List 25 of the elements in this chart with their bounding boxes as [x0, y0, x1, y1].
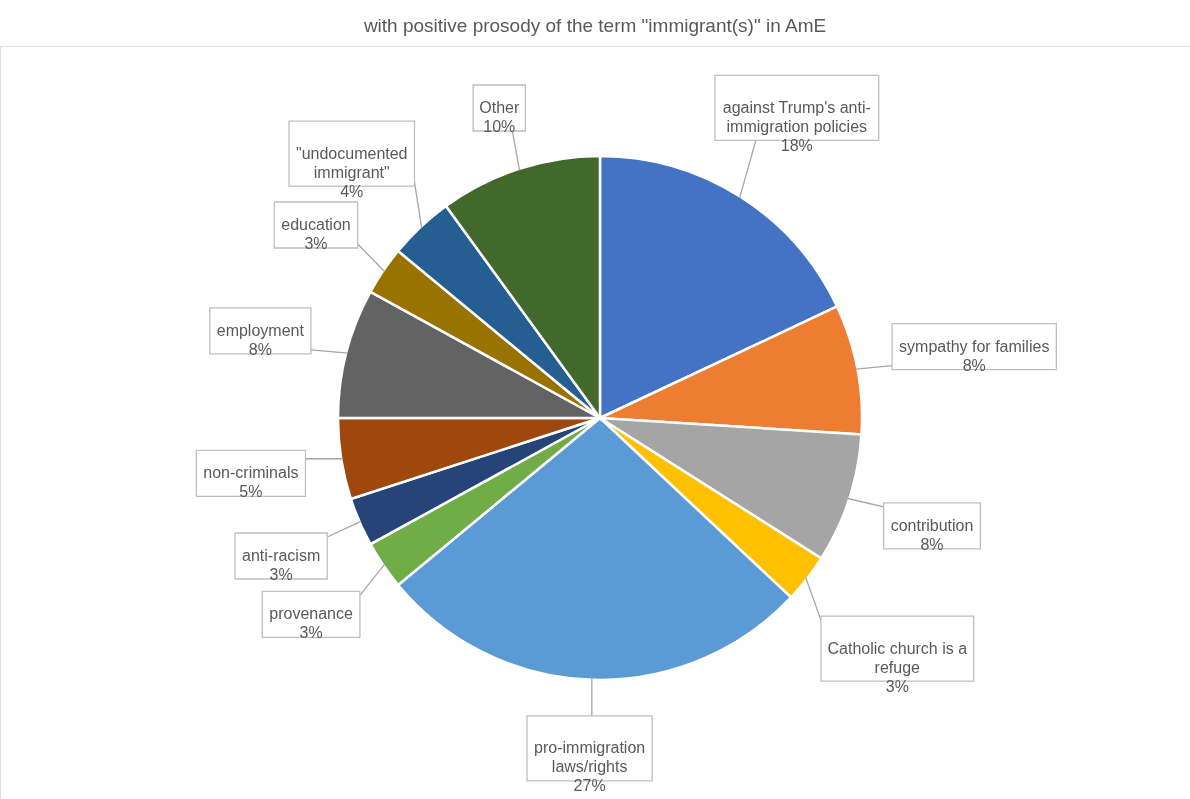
data-label: 8% [248, 340, 272, 358]
slice-label: "undocumented immigrant" [295, 144, 408, 181]
data-label: 8% [962, 356, 986, 374]
data-label: 27% [573, 777, 606, 795]
data-label: 8% [920, 535, 944, 553]
data-label: 10% [483, 118, 516, 136]
slice-label: education [281, 215, 351, 233]
slice-label: against Trump's anti-immigration policies [722, 98, 871, 135]
data-label: 4% [340, 182, 364, 200]
slice-label: employment [216, 321, 305, 339]
data-label: 3% [304, 234, 328, 252]
data-label: 5% [239, 483, 263, 501]
data-label: 18% [780, 136, 813, 154]
slice-label: provenance [269, 605, 354, 623]
slice-label: contribution [890, 516, 974, 534]
slice-label: anti-racism [242, 546, 321, 564]
slice-label: Other [479, 99, 520, 117]
slice-label: non-criminals [203, 464, 299, 482]
slice-label: pro-immigration laws/rights [534, 739, 646, 776]
data-label: 3% [269, 565, 293, 583]
slice-label: sympathy for families [899, 337, 1050, 355]
data-label: 3% [885, 677, 909, 695]
data-label: 3% [299, 624, 323, 642]
chart-title: with positive prosody of the term "immigrant(s)" in AmE [362, 15, 827, 36]
slice-label: Catholic church is a refuge [827, 639, 968, 676]
